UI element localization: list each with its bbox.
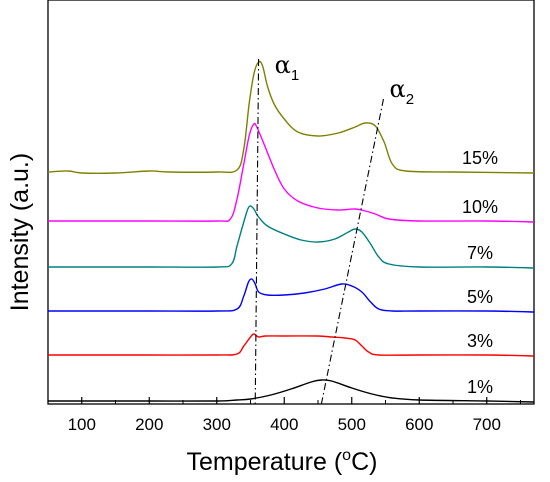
series-label-7pct: 7% — [467, 243, 493, 263]
annotation-layer: α1 α2 — [254, 51, 414, 405]
series-labels: 1% 3% 5% 7% 10% 15% — [462, 148, 498, 397]
x-tick-label: 600 — [405, 415, 433, 434]
x-tick-label: 500 — [338, 415, 366, 434]
annotation-label-2: α2 — [389, 75, 414, 108]
series-layer — [47, 60, 535, 403]
ticks-layer: 100 200 300 400 500 600 700 — [47, 397, 521, 434]
annotation-label-1: α1 — [275, 51, 300, 84]
series-label-5pct: 5% — [467, 287, 493, 307]
series-line-3pct — [48, 333, 535, 357]
annotation-line-2 — [320, 98, 385, 405]
x-tick-label: 700 — [473, 415, 501, 434]
x-axis-title: Temperature (oC) — [187, 447, 378, 476]
x-tick-label: 400 — [270, 415, 298, 434]
series-line-5pct — [48, 278, 535, 313]
y-axis-title: Intensity (a.u.) — [6, 153, 34, 311]
annotation-line-1 — [254, 58, 260, 405]
series-line-15pct — [47, 60, 535, 174]
series-label-15pct: 15% — [462, 148, 498, 168]
x-tick-label: 100 — [68, 415, 96, 434]
x-tick-label: 200 — [135, 415, 163, 434]
series-label-10pct: 10% — [462, 197, 498, 217]
series-label-3pct: 3% — [467, 331, 493, 351]
plot-frame — [47, 0, 535, 405]
x-tick-label: 300 — [203, 415, 231, 434]
series-line-7pct — [47, 205, 535, 269]
series-label-1pct: 1% — [467, 377, 493, 397]
series-line-10pct — [48, 122, 535, 223]
plot-border — [47, 0, 535, 405]
series-line-1pct — [48, 379, 535, 403]
